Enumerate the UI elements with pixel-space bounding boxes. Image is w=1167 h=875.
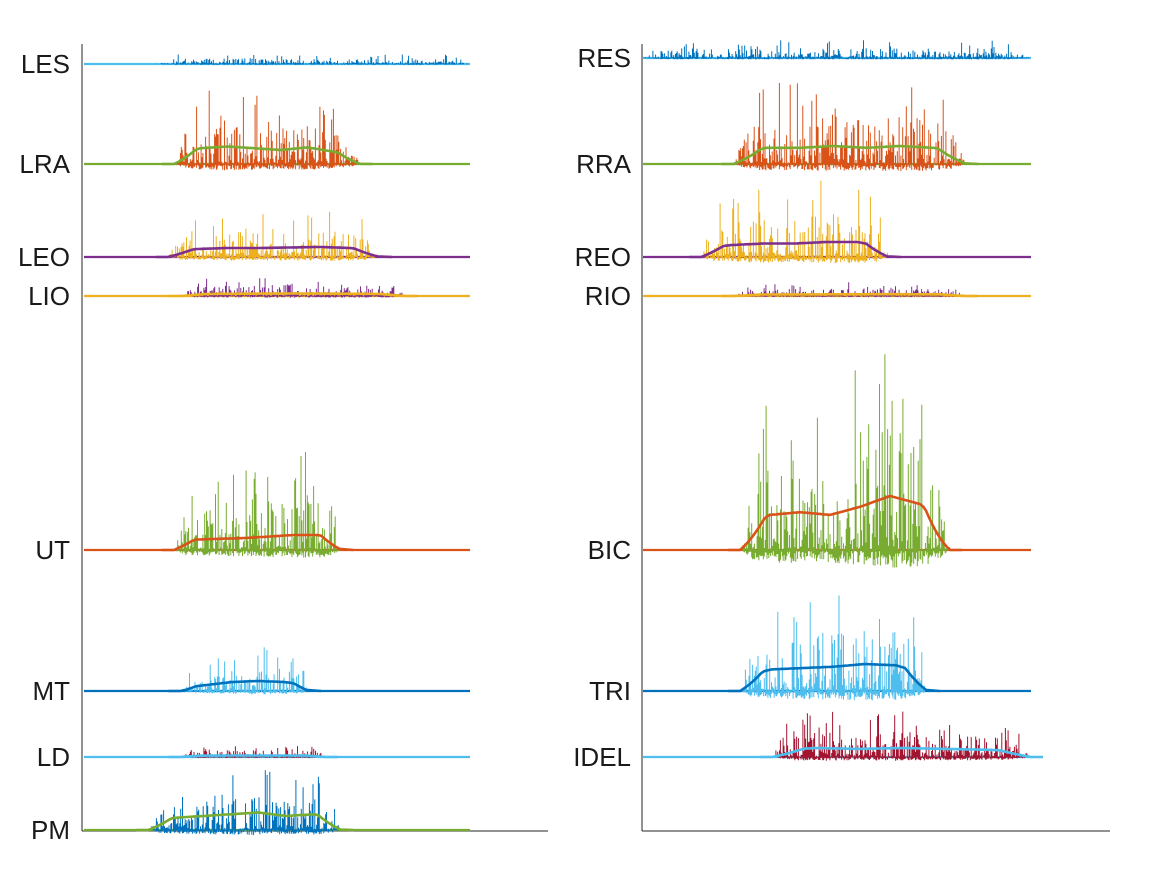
burst-ut bbox=[175, 452, 342, 558]
burst-idel bbox=[772, 711, 1031, 761]
channel-label-lra: LRA bbox=[19, 149, 70, 179]
channel-label-ut: UT bbox=[35, 535, 70, 565]
right-labels: RES RRA REO RIO BIC TRI IDEL bbox=[573, 43, 631, 772]
envelope-ut bbox=[162, 533, 354, 552]
envelope-rra bbox=[721, 144, 979, 166]
left-traces bbox=[84, 54, 470, 836]
right-traces bbox=[643, 40, 1044, 761]
envelope-reo bbox=[689, 240, 901, 259]
burst-bic bbox=[740, 354, 951, 568]
channel-label-ld: LD bbox=[37, 742, 70, 772]
left-labels: LES LRA LEO LIO UT MT LD PM bbox=[18, 49, 71, 845]
envelope-lio bbox=[168, 292, 418, 298]
burst-lra bbox=[174, 90, 361, 171]
burst-les bbox=[156, 54, 469, 65]
burst-res bbox=[643, 40, 1030, 60]
burst-tri bbox=[740, 595, 928, 701]
left-panel: LES LRA LEO LIO UT MT LD PM bbox=[18, 44, 548, 845]
channel-label-pm: PM bbox=[31, 815, 70, 845]
envelope-mt bbox=[168, 679, 322, 693]
channel-label-les: LES bbox=[21, 49, 70, 79]
burst-leo bbox=[168, 211, 379, 261]
channel-label-rra: RRA bbox=[576, 149, 632, 179]
right-panel: RES RRA REO RIO BIC TRI IDEL bbox=[573, 40, 1110, 832]
channel-label-leo: LEO bbox=[18, 242, 70, 272]
channel-label-rio: RIO bbox=[585, 281, 631, 311]
burst-mt bbox=[180, 647, 309, 695]
envelope-tri bbox=[728, 662, 940, 693]
channel-label-idel: IDEL bbox=[573, 742, 631, 772]
envelope-lra bbox=[162, 145, 373, 166]
envelope-pm bbox=[136, 811, 354, 832]
channel-label-reo: REO bbox=[575, 242, 631, 272]
channel-label-lio: LIO bbox=[28, 281, 70, 311]
channel-label-bic: BIC bbox=[588, 535, 631, 565]
channel-label-res: RES bbox=[578, 43, 631, 73]
envelope-idel bbox=[760, 746, 1044, 759]
envelope-rio bbox=[721, 292, 979, 298]
burst-rra bbox=[733, 83, 967, 172]
envelope-bic bbox=[728, 494, 963, 552]
channel-label-tri: TRI bbox=[589, 676, 631, 706]
envelope-ld bbox=[168, 754, 338, 759]
channel-label-mt: MT bbox=[32, 676, 70, 706]
burst-pm bbox=[149, 770, 342, 836]
envelope-leo bbox=[155, 245, 392, 259]
burst-reo bbox=[701, 180, 889, 263]
